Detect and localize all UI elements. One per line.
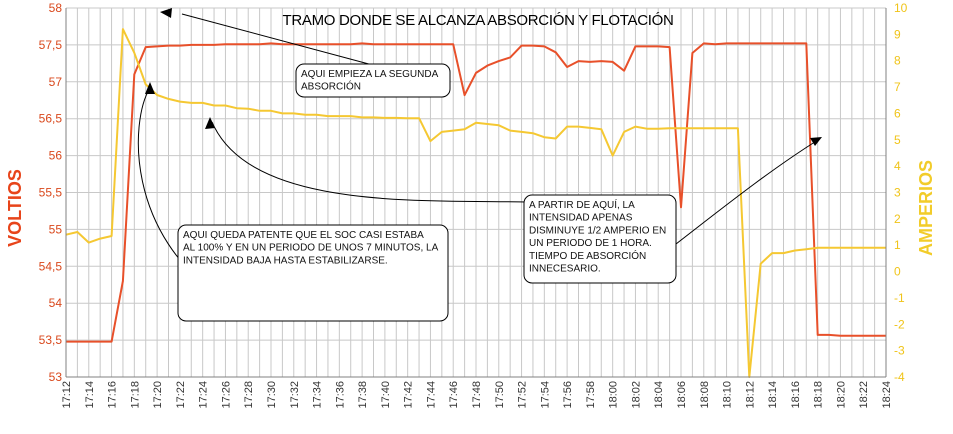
x-tick-label: 18:02	[630, 381, 642, 409]
y-tick-left-label: 54	[49, 296, 63, 310]
annotation-text-line: INTENSIDAD APENAS	[529, 213, 633, 224]
x-tick-label: 17:28	[243, 381, 255, 409]
chart-title: TRAMO DONDE SE ALCANZA ABSORCIÓN Y FLOTA…	[282, 12, 673, 29]
x-tick-label: 17:34	[312, 381, 324, 409]
x-tick-label: 17:24	[198, 381, 210, 409]
y-tick-right-label: 8	[894, 54, 901, 68]
series-line-voltios	[66, 42, 886, 343]
y-axis-title-right: AMPERIOS	[916, 160, 936, 256]
x-tick-label: 17:26	[220, 381, 232, 409]
annotation-text-line: INNECESARIO.	[529, 264, 601, 275]
annotation-arrow-3	[211, 121, 528, 203]
annotation-arrow-4	[675, 139, 819, 245]
x-tick-label: 17:38	[357, 381, 369, 409]
arrowhead-3	[205, 117, 215, 129]
x-tick-label: 17:22	[175, 381, 187, 409]
y-tick-right-label: 3	[894, 186, 901, 200]
y-tick-left-label: 55	[49, 222, 63, 236]
y-tick-left-label: 53	[49, 370, 63, 384]
x-tick-label: 18:00	[608, 381, 620, 409]
x-tick-label: 17:36	[334, 381, 346, 409]
x-tick-label: 17:40	[380, 381, 392, 409]
y-tick-right-label: -1	[894, 291, 905, 305]
y-tick-right-label: 1	[894, 238, 901, 252]
x-tick-label: 17:16	[107, 381, 119, 409]
x-tick-label: 18:04	[653, 381, 665, 409]
annotation-text-line: AQUI EMPIEZA LA SEGUNDA	[301, 69, 439, 80]
grid	[65, 7, 887, 378]
x-tick-label: 18:20	[835, 381, 847, 409]
axes: 5353,55454,55555,55656,55757,558-4-3-2-1…	[39, 1, 908, 409]
y-tick-left-label: 56	[49, 149, 63, 163]
x-tick-label: 18:06	[676, 381, 688, 409]
x-tick-label: 18:12	[744, 381, 756, 409]
x-tick-label: 18:08	[699, 381, 711, 409]
x-tick-label: 17:48	[471, 381, 483, 409]
annotation-box-3	[523, 194, 677, 284]
x-tick-label: 17:12	[61, 381, 73, 409]
x-tick-label: 17:52	[517, 381, 529, 409]
y-tick-left-label: 57,5	[39, 38, 63, 52]
annotation-text-line: AQUI QUEDA PATENTE QUE EL SOC CASI ESTAB…	[183, 230, 424, 241]
y-tick-right-label: -4	[894, 370, 905, 384]
x-tick-label: 18:18	[813, 381, 825, 409]
x-tick-label: 17:42	[403, 381, 415, 409]
x-tick-label: 18:24	[881, 381, 893, 409]
x-tick-label: 18:16	[790, 381, 802, 409]
y-tick-right-label: 0	[894, 265, 901, 279]
x-tick-label: 17:14	[84, 381, 96, 409]
y-tick-right-label: -2	[894, 317, 905, 331]
x-tick-label: 18:10	[722, 381, 734, 409]
x-tick-label: 18:22	[858, 381, 870, 409]
x-tick-label: 17:32	[289, 381, 301, 409]
annotation-arrow-1	[181, 13, 381, 68]
x-tick-label: 17:58	[585, 381, 597, 409]
annotation-text-line: INTENSIDAD BAJA HASTA ESTABILIZARSE.	[183, 255, 388, 266]
y-tick-right-label: -3	[894, 344, 905, 358]
y-tick-right-label: 4	[894, 159, 901, 173]
annotation-text-line: UN PERIODO DE 1 HORA.	[529, 238, 652, 249]
arrowhead-4	[810, 137, 822, 146]
y-tick-right-label: 2	[894, 212, 901, 226]
x-tick-label: 17:18	[129, 381, 141, 409]
y-tick-left-label: 55,5	[39, 186, 63, 200]
x-tick-label: 17:44	[425, 381, 437, 409]
x-tick-label: 17:30	[266, 381, 278, 409]
y-tick-right-label: 7	[894, 80, 901, 94]
x-tick-label: 18:14	[767, 381, 779, 409]
annotation-text-line: ABSORCIÓN	[301, 80, 361, 93]
y-tick-right-label: 9	[894, 27, 901, 41]
annotation-box-2	[177, 224, 449, 322]
y-axis-title-left: VOLTIOS	[5, 169, 25, 247]
x-tick-label: 17:56	[562, 381, 574, 409]
annotation-text-line: A PARTIR DE AQUÍ, LA	[529, 198, 635, 211]
y-tick-left-label: 58	[49, 1, 63, 15]
x-tick-label: 17:20	[152, 381, 164, 409]
y-tick-left-label: 57	[49, 75, 63, 89]
x-tick-label: 17:50	[494, 381, 506, 409]
annotation-text-line: TIEMPO DE ABSORCIÓN	[529, 249, 646, 262]
annotation-box-1	[295, 63, 451, 98]
arrowhead-2	[145, 82, 155, 94]
y-tick-right-label: 6	[894, 106, 901, 120]
y-tick-right-label: 5	[894, 133, 901, 147]
annotation-text-line: DISMINUYE 1/2 AMPERIO EN	[529, 225, 666, 236]
x-tick-label: 17:46	[448, 381, 460, 409]
y-tick-left-label: 56,5	[39, 112, 63, 126]
y-tick-left-label: 53,5	[39, 333, 63, 347]
arrowhead-1	[160, 8, 172, 18]
annotation-text-line: AL 100% Y EN UN PERIODO DE UNOS 7 MINUTO…	[183, 243, 439, 254]
y-tick-right-label: 10	[894, 1, 908, 15]
x-tick-label: 17:54	[539, 381, 551, 409]
y-tick-left-label: 54,5	[39, 259, 63, 273]
